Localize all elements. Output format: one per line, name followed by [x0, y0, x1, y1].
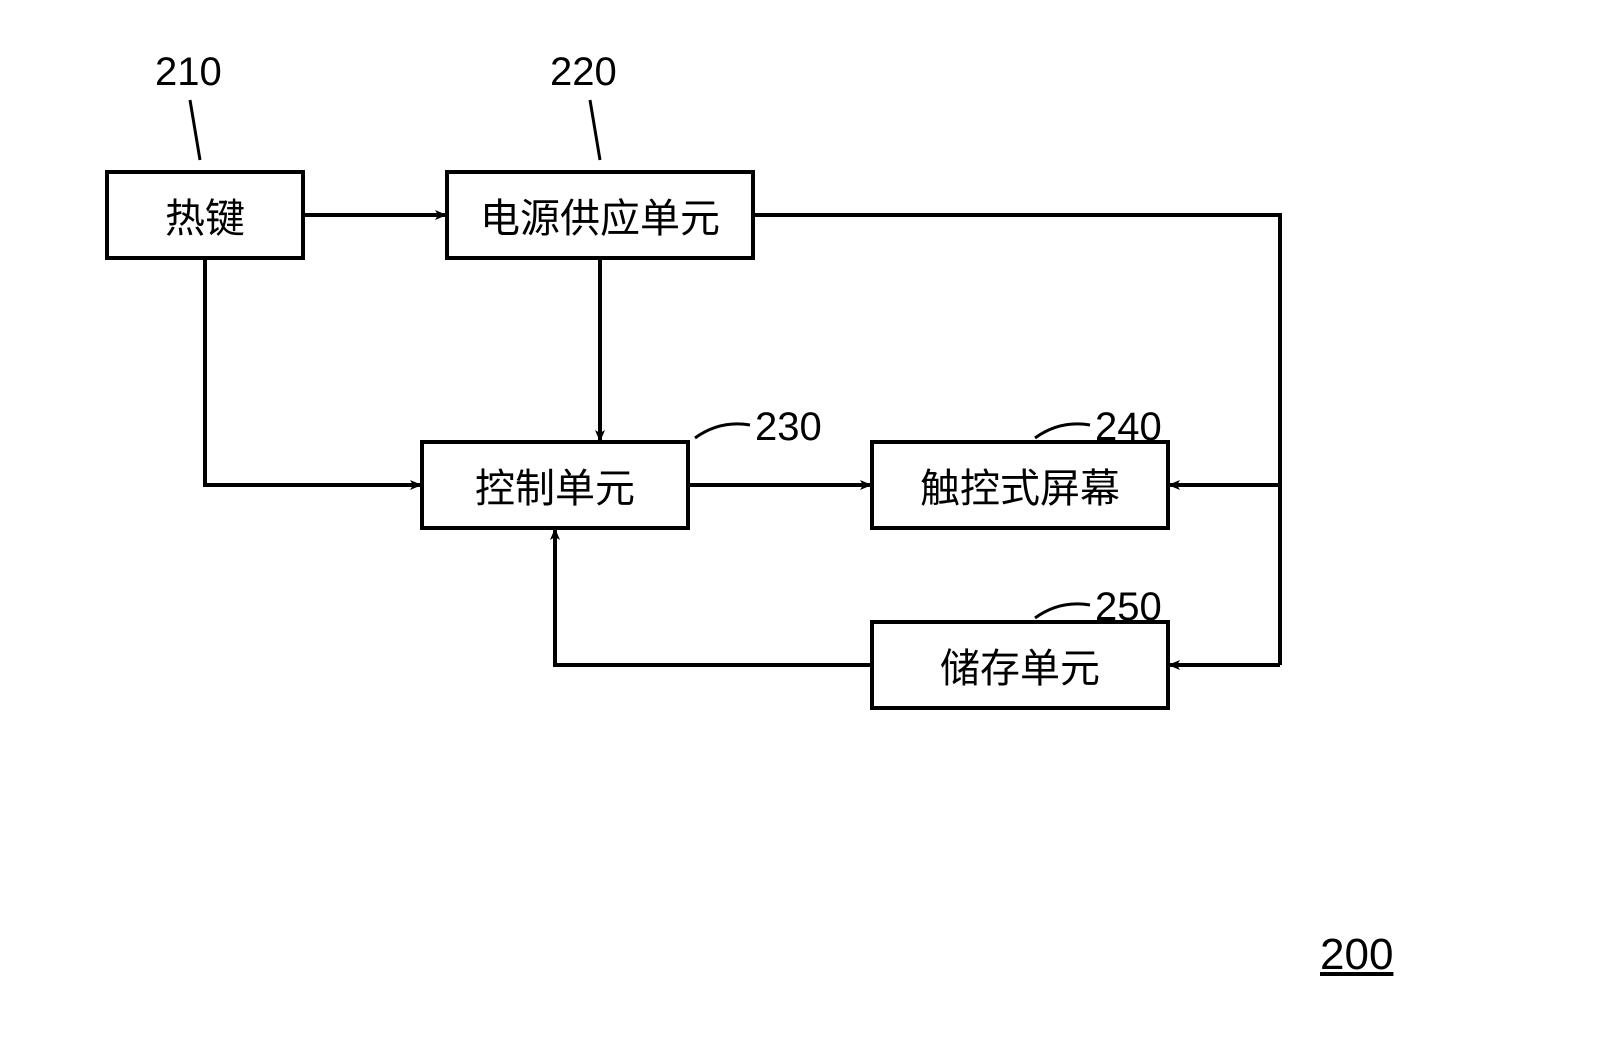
- reference-label-200: 200: [1320, 930, 1393, 980]
- block-storage-unit-label: 储存单元: [940, 636, 1100, 694]
- block-control-unit-label: 控制单元: [475, 456, 635, 514]
- label-250: 250: [1095, 585, 1162, 630]
- diagram-canvas: 热键 电源供应单元 控制单元 触控式屏幕 储存单元 210 220 230 24…: [0, 0, 1604, 1060]
- label-220: 220: [550, 50, 617, 95]
- label-240: 240: [1095, 405, 1162, 450]
- block-control-unit: 控制单元: [420, 440, 690, 530]
- connectors-svg: [0, 0, 1604, 1060]
- block-touchscreen: 触控式屏幕: [870, 440, 1170, 530]
- block-hotkey: 热键: [105, 170, 305, 260]
- label-210: 210: [155, 50, 222, 95]
- leader-230: [695, 424, 750, 438]
- leader-250: [1035, 604, 1090, 618]
- edge-250-to-230: [555, 530, 870, 665]
- leader-240: [1035, 424, 1090, 438]
- block-power-supply-label: 电源供应单元: [480, 186, 720, 244]
- label-230: 230: [755, 405, 822, 450]
- block-power-supply: 电源供应单元: [445, 170, 755, 260]
- edge-210-to-230: [205, 260, 420, 485]
- leader-210: [190, 100, 200, 160]
- block-touchscreen-label: 触控式屏幕: [920, 456, 1120, 514]
- block-storage-unit: 储存单元: [870, 620, 1170, 710]
- block-hotkey-label: 热键: [165, 186, 245, 244]
- leader-220: [590, 100, 600, 160]
